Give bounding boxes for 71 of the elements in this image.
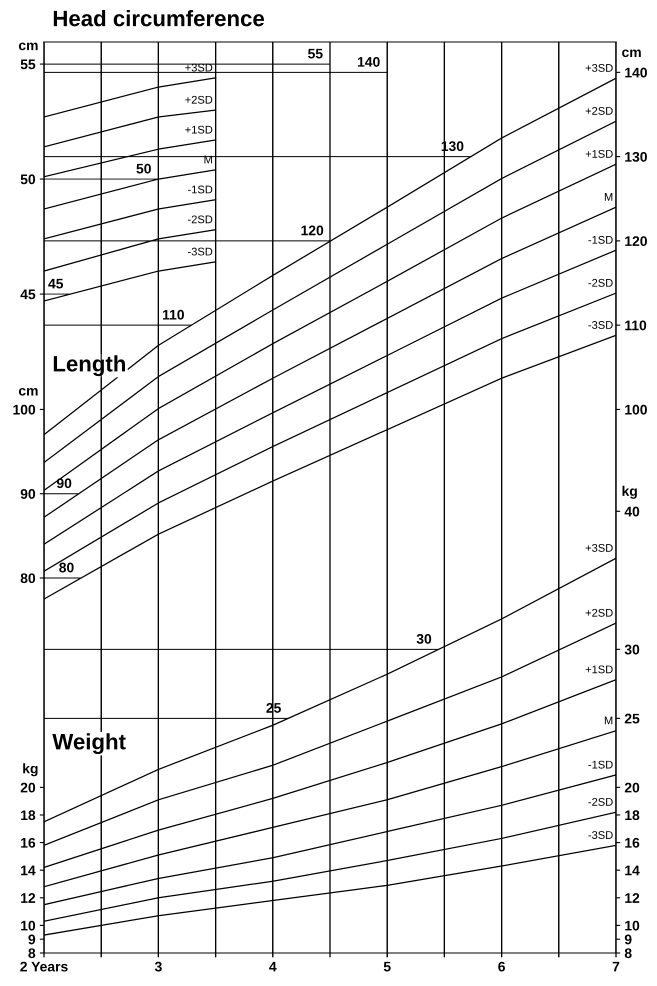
series-label: +3SD: [586, 64, 613, 72]
y2-tick-label: 8: [624, 948, 632, 958]
x-tick-label: 6: [498, 962, 505, 972]
y-axis-title: cm: [18, 42, 38, 50]
text: Weight: [52, 733, 126, 754]
series-label: -2SD: [588, 278, 613, 287]
y2-tick-label: 130: [625, 152, 647, 162]
series-label: -2SD: [588, 798, 613, 806]
y-axis-title: cm: [18, 388, 38, 396]
series-label: +1SD: [586, 150, 613, 158]
y-tick-label: 80: [20, 573, 36, 584]
y-tick-label: 55: [20, 60, 36, 70]
y2-tick-label: 20: [624, 782, 640, 793]
y2-tick-label: 14: [625, 866, 640, 876]
y-tick-label: 50: [20, 174, 36, 184]
x-tick-label: 5: [384, 962, 391, 972]
y2-tick-label: 40: [624, 506, 640, 516]
series-label: -1SD: [588, 760, 613, 769]
y-tick-label: 14: [21, 866, 36, 876]
y-tick-label: 10: [21, 920, 36, 931]
x-tick-label: 4: [269, 962, 277, 972]
series-label: +2SD: [586, 106, 613, 115]
y2-tick-label: 12: [625, 893, 640, 903]
y2-tick-label: 9: [624, 934, 632, 944]
series-label: +2SD: [185, 96, 212, 104]
series-label: +1SD: [586, 665, 613, 674]
ref-line-label: 50: [136, 164, 151, 174]
x-tick-label: 3: [154, 962, 162, 972]
y-tick-label: 18: [21, 810, 36, 820]
ref-line-label: 120: [301, 226, 324, 236]
series-label: -2SD: [188, 215, 212, 224]
y-axis-title: kg: [23, 763, 38, 776]
y2-tick-label: 100: [625, 404, 647, 415]
y2-axis-title: kg: [622, 486, 637, 499]
y2-tick-label: 10: [625, 920, 640, 931]
ref-line-label: 80: [59, 562, 74, 572]
y2-tick-label: 120: [625, 236, 647, 246]
y-tick-label: 12: [21, 893, 36, 903]
y-tick-label: 100: [13, 404, 36, 415]
y-tick-label: 9: [28, 934, 36, 944]
series-label: -3SD: [588, 321, 613, 329]
y2-tick-label: 110: [625, 320, 646, 330]
series-label: -1SD: [588, 236, 613, 244]
series-label: +3SD: [586, 544, 613, 552]
y2-axis-title: cm: [622, 49, 641, 58]
y-tick-label: 90: [20, 489, 36, 499]
series-label: -3SD: [188, 248, 212, 256]
chart-title: Head circumference: [54, 10, 264, 26]
x-tick-label: 2 Years: [20, 962, 68, 972]
y2-tick-label: 25: [624, 714, 640, 724]
ref-line-label: 30: [416, 634, 432, 644]
y2-tick-label: 18: [625, 810, 640, 820]
series-label: M: [604, 716, 612, 724]
series-label: M: [604, 193, 612, 201]
ref-line-label: 55: [308, 48, 323, 59]
x-tick-label: 7: [612, 962, 620, 972]
y2-tick-label: 16: [625, 838, 640, 848]
y2-tick-label: 30: [624, 644, 640, 655]
y-tick-label: 8: [28, 948, 36, 958]
series-label: -3SD: [588, 831, 613, 839]
ref-line-label: 140: [358, 56, 380, 67]
series-label: +1SD: [185, 126, 212, 134]
series-label: +2SD: [586, 608, 613, 617]
ref-line-label: 110: [163, 310, 184, 320]
y-tick-label: 45: [20, 290, 36, 300]
y-tick-label: 20: [20, 782, 36, 793]
series-label: -1SD: [188, 186, 212, 194]
y-tick-label: 16: [21, 838, 36, 848]
ref-line-label: 90: [56, 478, 72, 488]
y2-tick-label: 140: [625, 68, 647, 78]
ref-line-label: 45: [48, 278, 64, 289]
